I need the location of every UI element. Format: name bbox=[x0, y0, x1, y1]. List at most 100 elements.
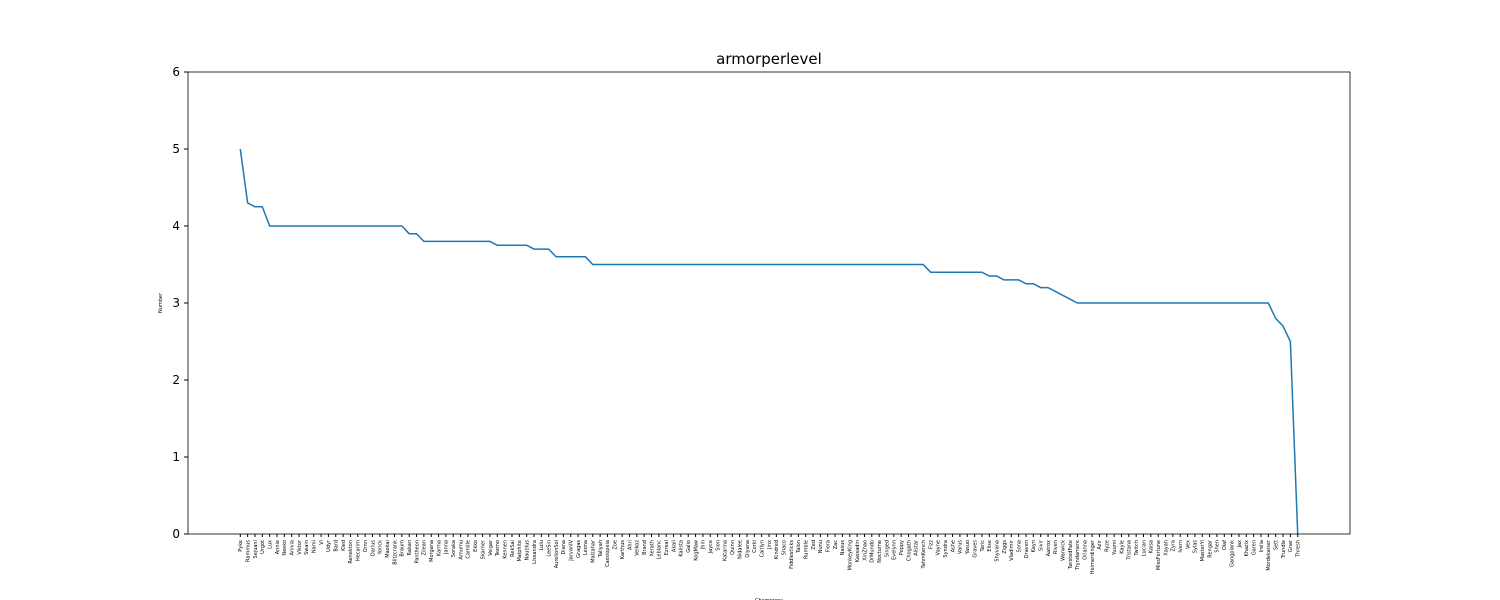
x-tick-label: Lux bbox=[267, 540, 273, 549]
x-tick-label: Skarner bbox=[480, 539, 486, 559]
x-tick-label: Rakan bbox=[407, 540, 413, 555]
x-tick-label: Aatrox bbox=[1046, 540, 1052, 556]
x-tick-label: Ezreal bbox=[664, 540, 670, 555]
x-tick-label: Tryndamere bbox=[1075, 540, 1081, 571]
x-tick-label: Swain bbox=[304, 540, 310, 555]
x-tick-label: Yorick bbox=[378, 540, 384, 556]
x-tick-label: JarvanIV bbox=[569, 539, 575, 561]
x-tick-label: Rengar bbox=[1207, 539, 1213, 558]
x-tick-label: Corki bbox=[752, 540, 758, 553]
x-tick-label: Vayne bbox=[936, 540, 942, 555]
x-tick-label: Nami bbox=[312, 540, 318, 553]
x-tick-label: Irelia bbox=[1259, 540, 1265, 552]
x-tick-label: Veigar bbox=[488, 539, 494, 556]
y-tick-label: 5 bbox=[172, 142, 180, 156]
x-tick-label: Evelynn bbox=[892, 540, 898, 560]
x-tick-label: Jinx bbox=[767, 540, 773, 550]
x-tick-label: Shen bbox=[1215, 540, 1221, 553]
x-tick-label: Renekton bbox=[348, 540, 354, 564]
x-tick-label: Pantheon bbox=[414, 540, 420, 563]
x-tick-label: Galio bbox=[686, 540, 692, 553]
x-tick-label: Neeko bbox=[282, 540, 288, 556]
x-tick-label: Shyvana bbox=[994, 540, 1000, 562]
chart-title: armorperlevel bbox=[716, 50, 822, 68]
x-tick-label: Varus bbox=[958, 540, 964, 554]
x-tick-label: LeeSin bbox=[547, 540, 553, 557]
x-tick-label: Jhin bbox=[701, 540, 707, 550]
x-tick-label: Sett bbox=[1273, 540, 1279, 550]
x-tick-label: Xayah bbox=[1163, 540, 1169, 556]
x-tick-label: Zed bbox=[811, 540, 817, 550]
x-tick-label: Azir bbox=[1097, 539, 1103, 549]
x-tick-label: Bard bbox=[334, 540, 340, 552]
x-tick-label: Rumble bbox=[804, 540, 810, 559]
x-tick-label: Kindred bbox=[774, 540, 780, 559]
x-tick-label: RekSai bbox=[510, 540, 516, 557]
x-tick-label: Sona bbox=[1016, 540, 1022, 552]
x-tick-label: Mordekaiser bbox=[1266, 539, 1272, 571]
x-tick-label: Ashe bbox=[950, 540, 956, 552]
x-tick-label: Singed bbox=[884, 540, 890, 557]
x-tick-label: Zac bbox=[833, 540, 839, 549]
x-tick-label: Kaisa bbox=[1149, 540, 1155, 553]
x-tick-label: Gnar bbox=[1288, 539, 1294, 552]
x-tick-label: Sion bbox=[715, 540, 721, 551]
y-tick-label: 2 bbox=[172, 373, 180, 387]
x-tick-label: Morgana bbox=[429, 540, 435, 562]
x-tick-label: DrMundo bbox=[870, 540, 876, 563]
x-tick-label: Kled bbox=[341, 540, 347, 551]
x-tick-label: Nocturne bbox=[877, 540, 883, 563]
x-tick-label: TwistedFate bbox=[1068, 540, 1074, 570]
x-tick-label: Shaco bbox=[781, 540, 787, 555]
x-tick-label: Taliyah bbox=[598, 540, 604, 558]
x-tick-label: Viktor bbox=[297, 539, 303, 555]
x-tick-label: Cassiopeia bbox=[605, 540, 611, 567]
x-tick-label: Pyke bbox=[238, 540, 244, 552]
y-tick-label: 1 bbox=[172, 450, 180, 464]
x-tick-label: Gragas bbox=[576, 540, 582, 558]
x-tick-label: Qiyana bbox=[745, 540, 751, 558]
x-tick-label: Karthus bbox=[620, 540, 626, 560]
x-tick-label: Nidalee bbox=[737, 540, 743, 559]
x-tick-label: Zilean bbox=[422, 540, 428, 556]
x-tick-label: Syndra bbox=[943, 540, 949, 558]
x-tick-label: Xerath bbox=[649, 540, 655, 557]
x-tick-label: Ahri bbox=[627, 540, 633, 550]
x-tick-label: Malzahar bbox=[591, 539, 597, 563]
x-tick-label: Nunu bbox=[818, 540, 824, 553]
x-tick-label: Poppy bbox=[899, 540, 905, 555]
x-tick-label: Twitch bbox=[1134, 540, 1140, 557]
x-tick-label: Rammus bbox=[245, 540, 251, 562]
x-tick-label: Amumu bbox=[458, 540, 464, 560]
x-tick-label: MissFortune bbox=[1156, 540, 1162, 570]
x-tick-label: Riven bbox=[1053, 540, 1059, 554]
x-tick-label: Leblanc bbox=[657, 540, 663, 560]
x-tick-label: Jayce bbox=[708, 540, 714, 554]
x-tick-label: Thresh bbox=[1296, 540, 1302, 558]
x-tick-label: Braum bbox=[400, 540, 406, 557]
x-tick-label: Quinn bbox=[730, 540, 736, 555]
x-tick-label: Tristana bbox=[1127, 540, 1133, 561]
x-tick-label: Chogath bbox=[906, 540, 912, 561]
x-axis-label: Champions bbox=[755, 598, 783, 600]
x-tick-label: Ivern bbox=[1178, 540, 1184, 553]
x-tick-label: Katarina bbox=[723, 540, 729, 561]
x-tick-label: Soraka bbox=[451, 540, 457, 557]
x-tick-label: Khazix bbox=[1244, 540, 1250, 557]
x-tick-label: Ekko bbox=[473, 540, 479, 552]
x-tick-label: Gangplank bbox=[1229, 540, 1235, 567]
x-tick-label: Anivia bbox=[289, 540, 295, 555]
x-tick-label: Yuumi bbox=[1112, 540, 1118, 556]
x-tick-label: Malphite bbox=[517, 540, 523, 562]
x-tick-label: Alistar bbox=[914, 539, 920, 556]
x-tick-label: TahmKench bbox=[921, 540, 927, 570]
x-tick-label: Vladimir bbox=[1009, 539, 1015, 561]
x-tick-label: Olaf bbox=[1222, 540, 1228, 550]
x-tick-label: Sejuani bbox=[253, 540, 259, 558]
x-tick-label: Janna bbox=[444, 540, 450, 555]
x-tick-label: Nasus bbox=[840, 540, 846, 556]
x-tick-label: Karma bbox=[436, 540, 442, 556]
x-tick-label: Zyra bbox=[1171, 540, 1177, 552]
x-tick-label: Talon bbox=[796, 540, 802, 554]
